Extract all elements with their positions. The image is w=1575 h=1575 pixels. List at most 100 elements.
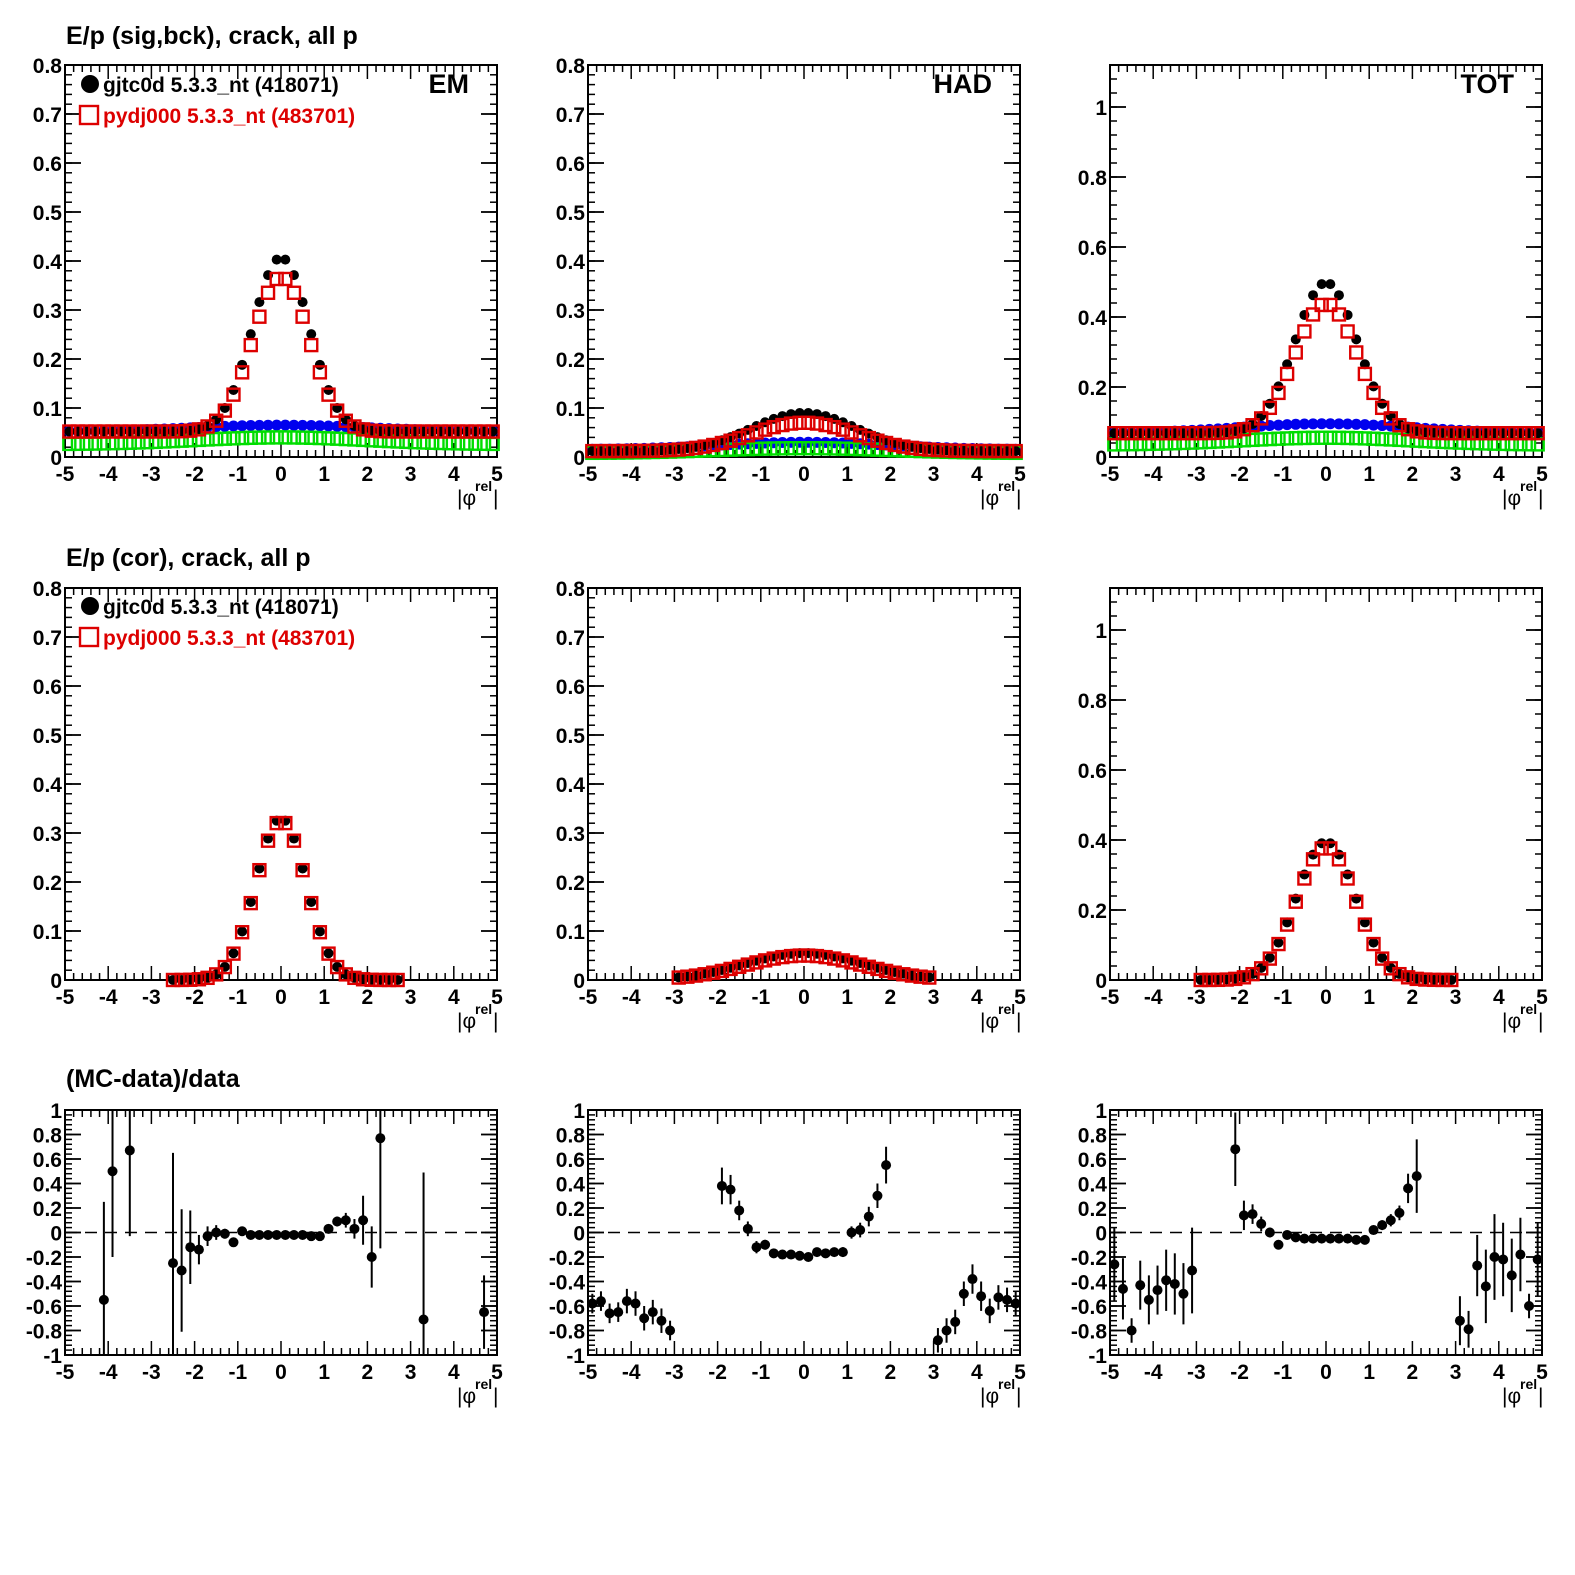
- mc-point: [1366, 385, 1381, 401]
- mc-point: [1202, 425, 1217, 441]
- x-tick-label: 1: [318, 463, 330, 486]
- x-tick-label: 3: [928, 1361, 940, 1384]
- x-tick-label: 1: [841, 986, 853, 1009]
- x-tick-label: 0: [275, 463, 287, 486]
- mc-point: [835, 953, 851, 968]
- ratio-point: [621, 1296, 632, 1307]
- ratio-point: [323, 1223, 334, 1234]
- x-tick-label: 3: [928, 986, 940, 1009]
- mc-point: [852, 957, 868, 972]
- mc-point: [714, 963, 730, 979]
- panel-label: HAD: [934, 69, 993, 99]
- x-tick-label: 3: [405, 463, 417, 486]
- mc-point: [234, 365, 250, 380]
- bck-mc-point: [801, 440, 816, 456]
- ratio-point: [366, 1252, 377, 1262]
- data-point: [1325, 279, 1336, 290]
- mc-point: [243, 895, 258, 911]
- data-point: [288, 833, 299, 844]
- x-tick-label: -3: [1187, 986, 1206, 1009]
- ratio-point: [984, 1305, 995, 1316]
- y-tick-label: -0.4: [1071, 1272, 1108, 1295]
- panels-group: -5 -4 -3 -2 -1 0 1 2 3 4 5 0 0.1 0.2 0.3 0.4 0.5 0.6 0.7 0.…: [26, 55, 1548, 1408]
- mc-point: [312, 925, 328, 940]
- mc-point: [1323, 297, 1338, 313]
- y-tick-label: 1: [1095, 97, 1107, 120]
- y-tick-label: 0.8: [556, 55, 586, 78]
- ratio-point: [245, 1229, 256, 1240]
- mc-point: [999, 443, 1015, 459]
- legend-mc-label: pydj000 5.3.3_nt (483701): [103, 627, 355, 650]
- y-tick-label: 0.2: [1078, 900, 1107, 923]
- bck-data-point: [323, 420, 335, 432]
- mc-point: [208, 967, 224, 982]
- mc-point: [783, 948, 799, 964]
- mc-point: [1452, 425, 1468, 441]
- x-tick-label: -4: [1144, 1361, 1163, 1384]
- bck-data-point: [227, 420, 239, 432]
- x-tick-label: -5: [56, 463, 75, 486]
- mc-point: [922, 970, 937, 985]
- ratio-point: [297, 1229, 308, 1240]
- y-tick-label: 0.3: [556, 823, 585, 846]
- x-tick-label: 0: [798, 463, 810, 486]
- ratio-point: [263, 1229, 274, 1240]
- x-axis-label-sup: rel: [475, 1376, 492, 1392]
- x-axis-label-end: |: [1538, 487, 1543, 510]
- bck-data-point: [1290, 418, 1302, 430]
- mc-point: [1167, 425, 1183, 441]
- y-tick-label: 0.6: [33, 153, 62, 176]
- ratio-point: [881, 1160, 892, 1171]
- y-tick-label: 1: [50, 1100, 62, 1123]
- x-tick-label: -1: [1273, 463, 1292, 486]
- x-axis-label-sup: rel: [475, 1001, 492, 1017]
- ratio-point: [280, 1229, 291, 1240]
- bck-mc-point: [234, 430, 250, 446]
- ratio-point: [202, 1231, 213, 1242]
- mc-point: [706, 965, 721, 980]
- mc-point: [286, 285, 302, 300]
- mc-point: [139, 424, 155, 439]
- x-tick-label: 1: [1363, 1361, 1375, 1384]
- x-tick-label: -1: [228, 463, 247, 486]
- ratio-point: [760, 1239, 771, 1250]
- y-tick-label: 1: [573, 1100, 585, 1123]
- mc-point: [671, 970, 686, 985]
- x-tick-label: 1: [841, 1361, 853, 1384]
- x-tick-label: 4: [448, 463, 460, 486]
- x-axis-label: |φ: [1502, 1010, 1521, 1033]
- mc-point: [1444, 972, 1459, 988]
- ratio-point: [168, 1258, 178, 1269]
- panel-r2-c1: -5 -4 -3 -2 -1 0 1 2 3 4 5-1-0.8-0.6-0.4-0.200.20.…: [549, 1100, 1026, 1408]
- x-tick-label: 1: [1363, 463, 1375, 486]
- ratio-point: [993, 1292, 1004, 1303]
- ratio-point: [314, 1231, 325, 1242]
- x-tick-label: -2: [185, 1361, 204, 1384]
- ratio-point: [1316, 1233, 1327, 1244]
- mc-point: [1392, 418, 1407, 433]
- mc-point: [896, 439, 911, 454]
- bck-mc-point: [1297, 430, 1312, 446]
- mc-point: [329, 959, 345, 975]
- x-axis-label-end: |: [493, 1010, 498, 1033]
- y-tick-label: 0.4: [556, 774, 586, 797]
- ratio-point: [219, 1228, 230, 1239]
- y-tick-label: 0.3: [33, 300, 62, 323]
- ratio-point: [863, 1211, 874, 1222]
- x-tick-label: 2: [885, 1361, 897, 1384]
- panel-r2-c0: -5 -4 -3 -2 -1 0 1 2 3 4 5-1-0.8-0.6-0.4-0.200.20.…: [26, 1100, 503, 1408]
- mc-point: [723, 961, 738, 977]
- x-tick-label: -2: [708, 1361, 727, 1384]
- bck-mc-point: [1262, 431, 1278, 447]
- ratio-point: [271, 1229, 282, 1240]
- mc-point: [252, 309, 267, 324]
- bck-mc-point: [286, 430, 302, 445]
- bck-data-point: [253, 419, 265, 431]
- ratio-point: [1290, 1232, 1301, 1243]
- data-point: [263, 833, 274, 844]
- x-axis-label: |φ: [980, 1010, 999, 1033]
- ratio-point: [1403, 1183, 1414, 1194]
- ratio-point: [958, 1288, 969, 1299]
